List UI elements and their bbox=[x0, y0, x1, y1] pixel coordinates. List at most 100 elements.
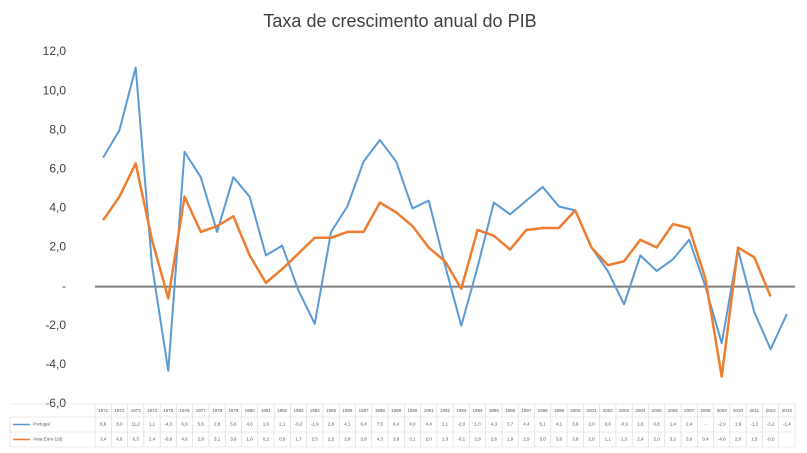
x-tick-label: 2000 bbox=[570, 408, 581, 413]
x-tick-label: 1997 bbox=[521, 408, 532, 413]
x-tick-label: 2010 bbox=[733, 408, 744, 413]
table-value: 0,8 bbox=[605, 422, 612, 427]
table-value: -4,3 bbox=[164, 422, 172, 427]
y-tick-label: -4,0 bbox=[45, 357, 66, 371]
table-value: 1,1 bbox=[149, 422, 156, 427]
x-tick-label: 1988 bbox=[375, 408, 386, 413]
x-tick-label: 1999 bbox=[554, 408, 565, 413]
x-tick-label: 1976 bbox=[180, 408, 191, 413]
table-value: 1,6 bbox=[263, 422, 270, 427]
table-value: 1,9 bbox=[507, 437, 514, 442]
table-value: 6,3 bbox=[133, 437, 140, 442]
table-value: -3,2 bbox=[767, 422, 775, 427]
table-value: 4,6 bbox=[247, 422, 254, 427]
table-value: 3,8 bbox=[393, 437, 400, 442]
table-value: -1,3 bbox=[750, 422, 758, 427]
table-value: 3,2 bbox=[670, 437, 677, 442]
table-value: 4,1 bbox=[556, 422, 563, 427]
x-tick-label: 1983 bbox=[293, 408, 304, 413]
y-tick-label: 12,0 bbox=[43, 44, 67, 58]
x-tick-label: 1979 bbox=[228, 408, 239, 413]
table-value: 2,6 bbox=[491, 437, 498, 442]
x-tick-label: 2003 bbox=[619, 408, 630, 413]
x-tick-label: 1996 bbox=[505, 408, 516, 413]
x-tick-label: 1985 bbox=[326, 408, 337, 413]
table-value: -0,2 bbox=[295, 422, 303, 427]
table-value: 2,9 bbox=[523, 437, 530, 442]
legend-label: Portugal bbox=[33, 422, 50, 427]
table-value: 1,3 bbox=[442, 437, 449, 442]
table-value: 3,0 bbox=[686, 437, 693, 442]
table-value: 11,2 bbox=[131, 422, 140, 427]
x-tick-label: 2011 bbox=[749, 408, 759, 413]
table-value: 2,8 bbox=[328, 422, 335, 427]
x-tick-label: 2002 bbox=[603, 408, 614, 413]
table-value: 1,6 bbox=[637, 422, 644, 427]
x-tick-label: 1975 bbox=[163, 408, 174, 413]
x-tick-label: 1972 bbox=[114, 408, 125, 413]
table-value: 2,5 bbox=[312, 437, 319, 442]
table-value: 2,0 bbox=[735, 437, 742, 442]
table-value: 6,4 bbox=[360, 422, 367, 427]
table-value: 2,5 bbox=[328, 437, 335, 442]
table-value: 1,7 bbox=[295, 437, 302, 442]
table-value: 4,4 bbox=[523, 422, 530, 427]
legend-label: Area Euro (18) bbox=[33, 437, 63, 442]
x-tick-label: 1994 bbox=[473, 408, 484, 413]
table-value: 2,8 bbox=[214, 422, 221, 427]
table-value: 1,5 bbox=[751, 437, 758, 442]
table-value: 2,8 bbox=[198, 437, 205, 442]
table-value: 7,5 bbox=[377, 422, 384, 427]
y-tick-label: 4,0 bbox=[49, 201, 66, 215]
table-value: 5,1 bbox=[540, 422, 547, 427]
x-tick-label: 2004 bbox=[635, 408, 646, 413]
table-value: 1,4 bbox=[670, 422, 677, 427]
x-tick-label: 1984 bbox=[310, 408, 321, 413]
data-line bbox=[102, 162, 772, 378]
table-value: -1,4 bbox=[783, 422, 791, 427]
table-value: 2,0 bbox=[653, 437, 660, 442]
table-value: 1,1 bbox=[442, 422, 449, 427]
table-value: 4,6 bbox=[181, 437, 188, 442]
table-value: 3,9 bbox=[572, 422, 579, 427]
table-value: 4,3 bbox=[377, 437, 384, 442]
table-value: 2,0 bbox=[426, 437, 433, 442]
table-value: 3,7 bbox=[507, 422, 514, 427]
table-value: -1,9 bbox=[311, 422, 319, 427]
table-value: 6,4 bbox=[393, 422, 400, 427]
table-value: 2,0 bbox=[588, 422, 595, 427]
x-tick-label: 2009 bbox=[717, 408, 728, 413]
x-tick-label: 1991 bbox=[424, 408, 435, 413]
x-tick-label: 1993 bbox=[456, 408, 467, 413]
table-value: 2,4 bbox=[686, 422, 693, 427]
table-value: -0,5 bbox=[767, 437, 775, 442]
table-value: 3,1 bbox=[409, 437, 416, 442]
table-value: 6,6 bbox=[100, 422, 107, 427]
table-value: 0,8 bbox=[653, 422, 660, 427]
table-value: 1,3 bbox=[621, 437, 628, 442]
table-value: 6,9 bbox=[181, 422, 188, 427]
x-tick-label: 1982 bbox=[277, 408, 288, 413]
table-value: 1,6 bbox=[247, 437, 254, 442]
x-tick-label: 2007 bbox=[684, 408, 695, 413]
y-tick-label: - bbox=[62, 279, 66, 293]
x-tick-label: 1998 bbox=[538, 408, 549, 413]
table-value: 3,0 bbox=[556, 437, 563, 442]
table-value: 2,8 bbox=[344, 437, 351, 442]
table-value: 4,4 bbox=[426, 422, 433, 427]
table-value: 3,0 bbox=[540, 437, 547, 442]
chart-title: Taxa de crescimento anual do PIB bbox=[263, 11, 536, 31]
table-value: -2,0 bbox=[457, 422, 465, 427]
table-value: -4,6 bbox=[718, 437, 726, 442]
x-tick-label: 1977 bbox=[196, 408, 207, 413]
table-value: 4,3 bbox=[491, 422, 498, 427]
x-tick-label: 2012 bbox=[766, 408, 777, 413]
table-value: 3,6 bbox=[230, 437, 237, 442]
x-tick-label: 1978 bbox=[212, 408, 223, 413]
table-value: -2,9 bbox=[718, 422, 726, 427]
x-tick-label: 1981 bbox=[261, 408, 272, 413]
x-tick-label: 1986 bbox=[342, 408, 353, 413]
y-tick-label: 2,0 bbox=[49, 240, 66, 254]
x-tick-label: 2005 bbox=[652, 408, 663, 413]
